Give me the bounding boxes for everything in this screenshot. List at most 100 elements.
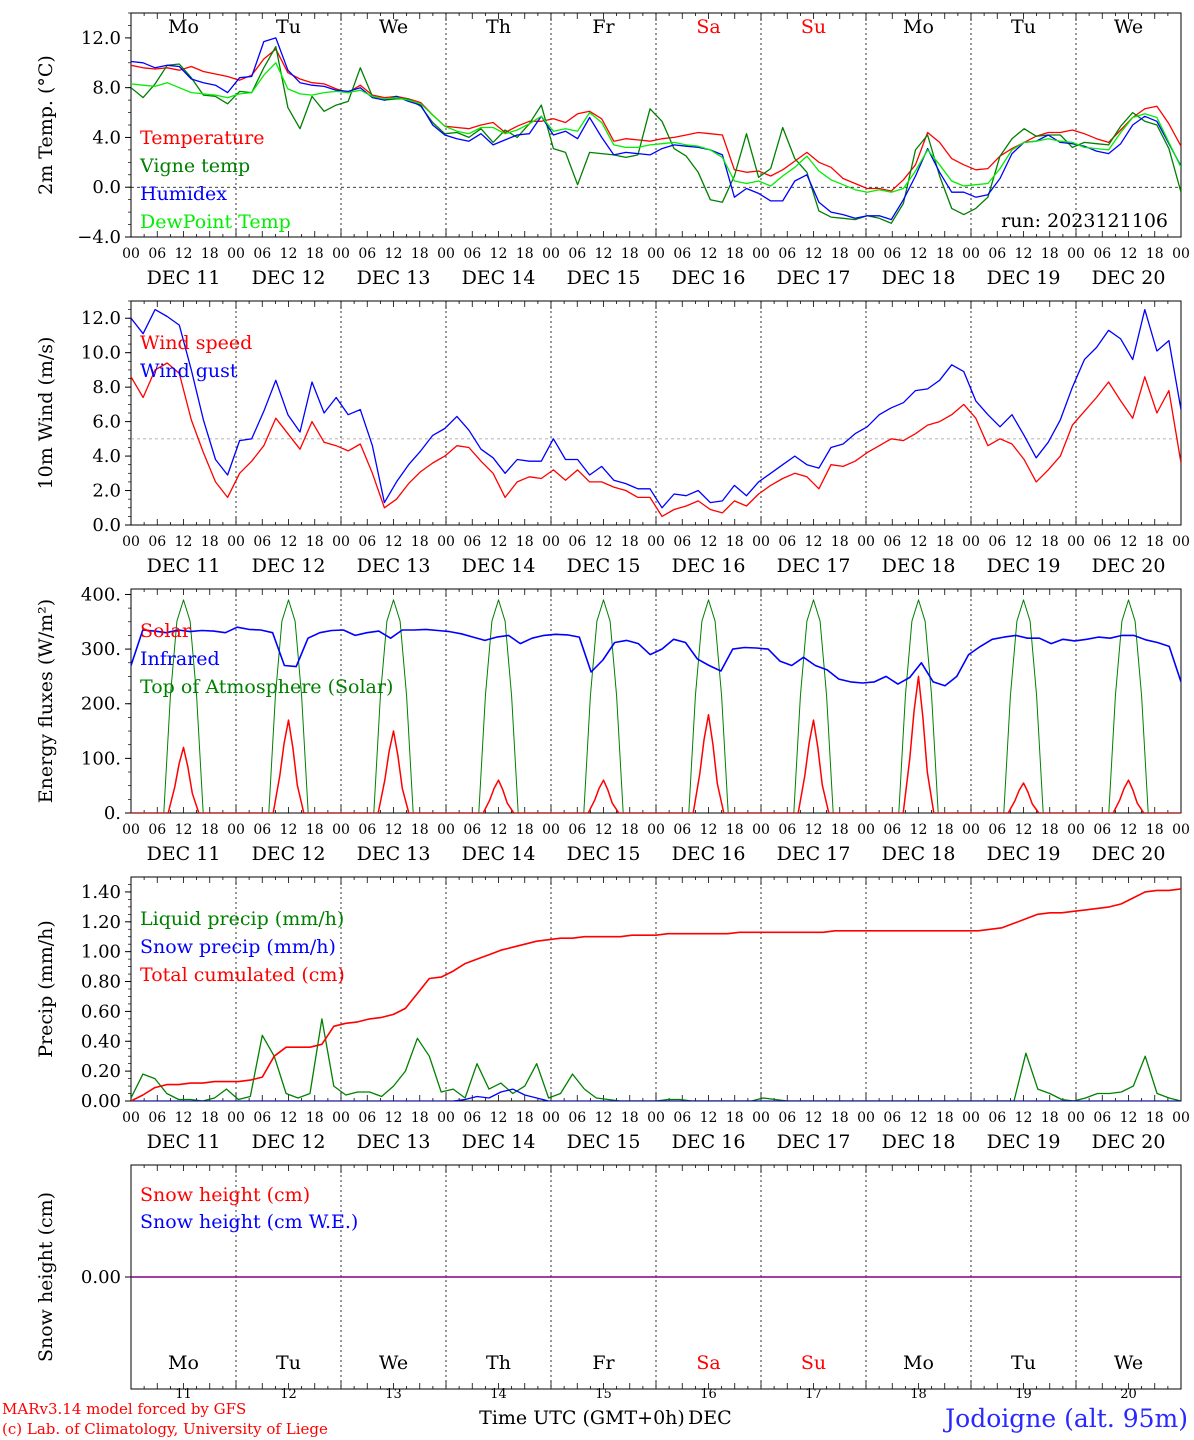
day-name: We: [379, 1352, 408, 1374]
legend-entry: Snow precip (mm/h): [140, 936, 336, 958]
hour-label: 18: [1041, 1110, 1059, 1126]
day-name: Su: [801, 1352, 826, 1374]
day-name: Mo: [903, 16, 934, 38]
y-tick-label: 0.00: [81, 1267, 121, 1288]
hour-label: 12: [910, 1110, 928, 1126]
legend-entry: Wind gust: [140, 360, 238, 382]
y-axis-label: 10m Wind (m/s): [35, 337, 57, 490]
hour-label: 18: [621, 822, 639, 838]
day-number: 15: [595, 1387, 612, 1402]
hour-label: 12: [1120, 822, 1138, 838]
y-tick-label: 4.0: [92, 127, 121, 148]
date-label: DEC 13: [357, 843, 431, 865]
hour-label: 12: [700, 822, 718, 838]
hour-label: 12: [1015, 246, 1033, 262]
hour-label: 18: [516, 534, 534, 550]
hour-label: 18: [201, 246, 219, 262]
hour-label: 18: [621, 246, 639, 262]
footer: 11 12 13 14 15 16 17 18 19 20 MARv3.14 model force…: [2, 1387, 1188, 1438]
legend-entry: Infrared: [140, 648, 220, 670]
day-name: Mo: [168, 16, 199, 38]
hour-label: 12: [280, 1110, 298, 1126]
date-label: DEC 18: [882, 555, 956, 577]
date-label: DEC 12: [252, 1131, 326, 1153]
hour-label-final: 00: [1172, 1110, 1190, 1126]
y-tick-label: 0.0: [92, 177, 121, 198]
series-group: [131, 308, 1181, 518]
hour-label: 06: [778, 1110, 796, 1126]
hour-label: 06: [778, 822, 796, 838]
day-name: Sa: [696, 1352, 720, 1374]
hour-label: 06: [148, 246, 166, 262]
hour-label: 00: [437, 246, 455, 262]
hour-label: 18: [936, 1110, 954, 1126]
panel-5: 0.00 Snow height (cm) Mo Tu We Th Fr Sa Su Mo Tu We…: [35, 1164, 1182, 1390]
hour-label: 18: [936, 822, 954, 838]
y-tick-label: 200.: [81, 694, 121, 715]
hour-label: 18: [306, 1110, 324, 1126]
hour-label: 18: [1041, 534, 1059, 550]
date-label: DEC 19: [987, 1131, 1061, 1153]
hour-label: 00: [332, 246, 350, 262]
y-tick-label: 0.: [104, 803, 121, 824]
hour-label: 00: [1067, 246, 1085, 262]
x-axis-label: Time UTC (GMT+0h): [479, 1407, 685, 1429]
hour-label: 00: [752, 246, 770, 262]
hour-label: 18: [306, 822, 324, 838]
date-label: DEC 14: [462, 1131, 536, 1153]
hour-label: 06: [463, 822, 481, 838]
day-number: 16: [700, 1387, 717, 1402]
hour-label: 12: [1120, 246, 1138, 262]
hour-label: 00: [857, 1110, 875, 1126]
hour-label: 00: [962, 1110, 980, 1126]
hour-label: 06: [358, 822, 376, 838]
hour-label: 12: [1015, 534, 1033, 550]
hour-label: 00: [857, 534, 875, 550]
hour-label: 06: [1093, 1110, 1111, 1126]
hour-label-final: 00: [1172, 822, 1190, 838]
hour-label: 12: [595, 246, 613, 262]
y-tick-label: 100.: [81, 748, 121, 769]
hour-label: 12: [385, 822, 403, 838]
hour-label: 12: [910, 822, 928, 838]
hour-label: 00: [542, 246, 560, 262]
day-number: 11: [175, 1387, 192, 1402]
date-label: DEC 17: [777, 1131, 851, 1153]
hour-label: 00: [542, 534, 560, 550]
series-group: [131, 888, 1181, 1101]
hour-label: 12: [700, 1110, 718, 1126]
hour-label: 06: [358, 246, 376, 262]
day-name: Su: [801, 16, 826, 38]
y-axis-label: Snow height (cm): [35, 1192, 57, 1362]
day-name: We: [379, 16, 408, 38]
y-tick-label: 0.80: [81, 972, 121, 993]
hour-label: 12: [910, 534, 928, 550]
hour-label: 06: [673, 822, 691, 838]
hour-label: 18: [831, 822, 849, 838]
hour-label: 06: [1093, 246, 1111, 262]
hour-label: 06: [778, 534, 796, 550]
hour-label: 06: [673, 246, 691, 262]
hour-label: 06: [463, 246, 481, 262]
hour-label: 06: [1093, 534, 1111, 550]
date-label: DEC 14: [462, 267, 536, 289]
lab-credit: (c) Lab. of Climatology, University of L…: [2, 1420, 328, 1438]
legend-entry: Humidex: [140, 183, 227, 205]
date-label: DEC 20: [1092, 1131, 1166, 1153]
hour-label: 18: [831, 246, 849, 262]
series-group: [131, 37, 1181, 224]
hour-label: 18: [411, 1110, 429, 1126]
hour-label: 12: [1015, 1110, 1033, 1126]
hour-label: 12: [805, 246, 823, 262]
hour-label: 00: [752, 1110, 770, 1126]
hour-label: 12: [700, 246, 718, 262]
day-name: Tu: [276, 1352, 301, 1374]
date-label: DEC 20: [1092, 555, 1166, 577]
hour-label: 18: [1146, 822, 1164, 838]
y-tick-label: 4.0: [92, 446, 121, 467]
series-0: [131, 48, 1181, 192]
hour-label: 18: [201, 1110, 219, 1126]
hour-label: 18: [831, 534, 849, 550]
date-label: DEC 20: [1092, 843, 1166, 865]
hour-label: 18: [621, 534, 639, 550]
